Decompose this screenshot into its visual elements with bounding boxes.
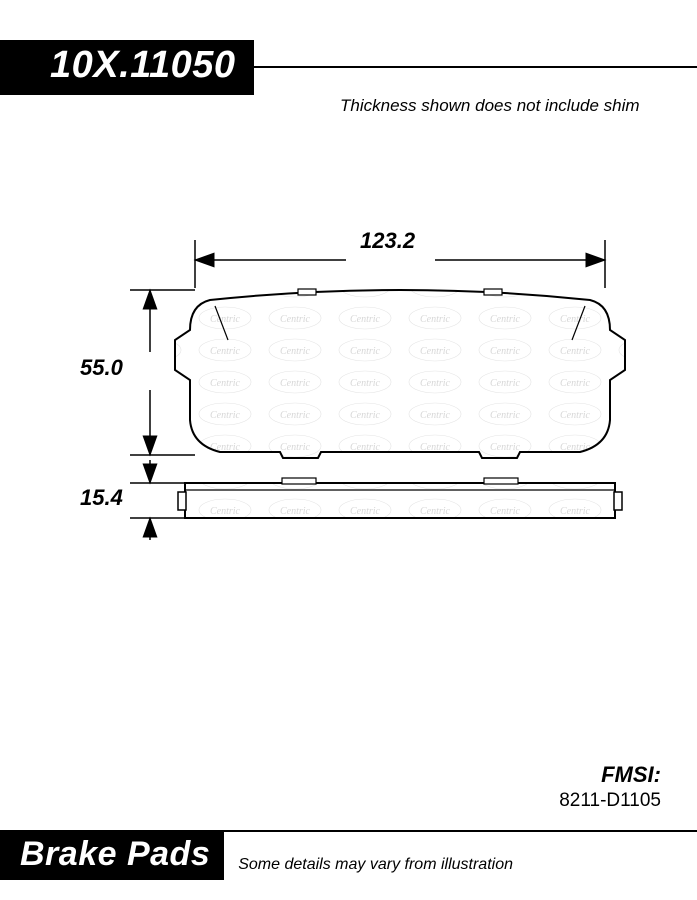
dim-thickness-label: 15.4	[80, 485, 123, 511]
part-number: 10X.11050	[0, 40, 254, 95]
fmsi-label: FMSI:	[559, 762, 661, 788]
header-rule	[254, 66, 697, 68]
footer-title: Brake Pads	[0, 831, 224, 880]
brake-pad-diagram: Centric	[50, 240, 650, 660]
pad-front-view	[175, 289, 625, 458]
diagram-area: 123.2 55.0 15.4 Centric	[50, 240, 650, 660]
fmsi-block: FMSI: 8211-D1105	[559, 762, 661, 812]
fmsi-value: 8211-D1105	[559, 790, 661, 812]
footer-details-note: Some details may vary from illustration	[238, 856, 513, 880]
footer-band: Brake Pads Some details may vary from il…	[0, 832, 697, 880]
pad-side-view	[178, 478, 622, 518]
thickness-note: Thickness shown does not include shim	[340, 96, 640, 116]
dim-width-label: 123.2	[360, 228, 415, 254]
header-band: 10X.11050	[0, 40, 697, 94]
dim-height-label: 55.0	[80, 355, 123, 381]
